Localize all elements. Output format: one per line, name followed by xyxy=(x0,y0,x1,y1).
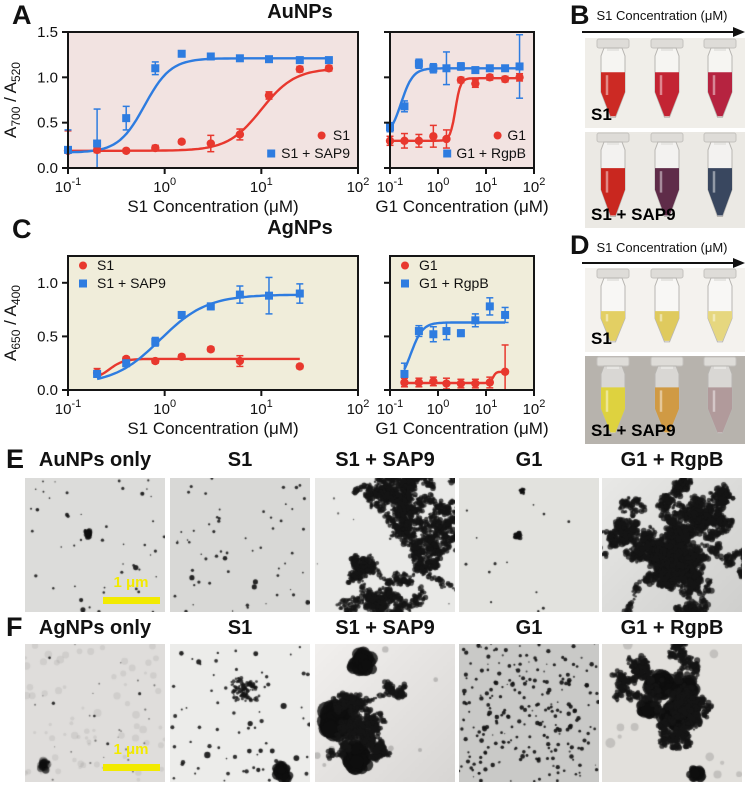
tem-image-agnps-g1 xyxy=(459,644,599,782)
panel-label-f: F xyxy=(6,612,23,642)
legend-label: S1 + SAP9 xyxy=(281,145,350,161)
chart-aunps-g1: 10-1 100 101 102 G1 Concentration (μM) G1 G1 +… xyxy=(368,18,573,223)
y-tick-label: 0.5 xyxy=(37,328,58,345)
x-tick-label: 100 xyxy=(427,398,450,418)
tem-label-e-g1: G1 xyxy=(515,449,543,471)
panel-label-b: B xyxy=(570,0,590,30)
tubes-d-s1-sap9 xyxy=(596,356,737,434)
y-tick-label: 0.0 xyxy=(37,382,58,399)
x-tick-label: 101 xyxy=(250,398,273,418)
tem-label-f-s1-sap9: S1 + SAP9 xyxy=(335,617,435,639)
tem-image-agnps-g1-rgpb xyxy=(602,644,742,782)
panel-label-c: C xyxy=(12,214,32,244)
scalebar-label-f: 1 μm xyxy=(113,741,149,758)
panel-label-e: E xyxy=(6,444,25,474)
panel-b-photo-s1: S1 xyxy=(585,38,745,128)
x-tick-label: 102 xyxy=(347,398,370,418)
chart-agnps-s1: 0.0 0.5 1.0 10-1 100 101 102 S1 Concentration (… xyxy=(0,240,380,445)
x-tick-label: 101 xyxy=(250,176,273,196)
panel-b-photo-s1-sap9: S1 + SAP9 xyxy=(585,132,745,228)
legend-label: G1 xyxy=(507,127,526,143)
x-tick-label: 101 xyxy=(475,176,498,196)
panel-label-d: D xyxy=(570,230,590,260)
tem-label-e-s1: S1 xyxy=(227,449,253,471)
tem-image-aunps-g1 xyxy=(459,478,599,612)
photo-label-s1: S1 xyxy=(591,329,612,348)
x-axis-label: S1 Concentration (μM) xyxy=(127,419,298,438)
tem-image-agnps-s1 xyxy=(170,644,310,782)
tem-label-aunps-only: AuNPs only xyxy=(38,449,152,471)
tem-image-aunps-s1-sap9 xyxy=(315,478,455,612)
legend-label: G1 + RgpB xyxy=(456,145,526,161)
x-axis-label: G1 Concentration (μM) xyxy=(375,419,548,438)
x-tick-label: 10-1 xyxy=(55,176,81,196)
tem-label-e-g1-rgpb: G1 + RgpB xyxy=(620,449,724,471)
y-tick-label: 1.5 xyxy=(37,24,58,41)
legend-label: G1 xyxy=(419,257,438,273)
tem-image-agnps-s1-sap9 xyxy=(315,644,455,782)
tem-label-f-g1-rgpb: G1 + RgpB xyxy=(620,617,724,639)
chart-aunps-s1: 0.0 0.5 1.0 1.5 10-1 100 101 102 S1 Concentratio… xyxy=(0,18,380,223)
y-axis-label: A650 / A400 xyxy=(1,285,23,361)
tem-image-agnps-only xyxy=(25,644,165,782)
chart-svg-agnps-s1: 0.0 0.5 1.0 10-1 100 101 102 S1 Concentration (… xyxy=(1,255,370,438)
legend-label: S1 xyxy=(333,127,350,143)
tubes-d-s1 xyxy=(596,268,737,343)
chart-svg-aunps-s1: 0.0 0.5 1.0 1.5 10-1 100 101 102 S1 Concentratio… xyxy=(1,24,370,216)
panel-d-photo-s1: S1 xyxy=(585,268,745,352)
tem-label-agnps-only: AgNPs only xyxy=(38,617,152,639)
tem-image-aunps-g1-rgpb xyxy=(602,478,742,612)
legend-label: G1 + RgpB xyxy=(419,275,489,291)
x-tick-label: 10-1 xyxy=(55,398,81,418)
tem-image-aunps-s1 xyxy=(170,478,310,612)
panel-label-a: A xyxy=(12,0,32,30)
tubes-b-s1 xyxy=(596,38,737,118)
legend-label: S1 + SAP9 xyxy=(97,275,166,291)
photo-label-s1: S1 xyxy=(591,105,612,124)
photo-label-s1-sap9: S1 + SAP9 xyxy=(591,205,676,224)
x-tick-label: 102 xyxy=(523,176,546,196)
x-tick-label: 100 xyxy=(427,176,450,196)
tem-label-e-s1-sap9: S1 + SAP9 xyxy=(335,449,435,471)
legend-label: S1 xyxy=(97,257,114,273)
panel-b-arrow-title: S1 Concentration (μM) xyxy=(596,8,728,23)
panel-d-concentration-arrow-icon xyxy=(582,258,745,268)
chart-title-aunps: AuNPs xyxy=(267,1,333,23)
y-axis-label: A700 / A520 xyxy=(1,62,23,138)
x-tick-label: 100 xyxy=(153,398,176,418)
y-tick-label: 1.0 xyxy=(37,275,58,292)
y-tick-label: 0.0 xyxy=(37,160,58,177)
tem-label-f-g1: G1 xyxy=(515,617,543,639)
chart-title-agnps: AgNPs xyxy=(267,217,333,239)
x-tick-label: 101 xyxy=(475,398,498,418)
scalebar-e xyxy=(103,597,160,604)
x-tick-label: 102 xyxy=(347,176,370,196)
x-axis-label: S1 Concentration (μM) xyxy=(127,197,298,216)
tubes-b-s1-sap9 xyxy=(596,132,737,217)
panel-d-arrow-title: S1 Concentration (μM) xyxy=(596,240,728,255)
x-tick-label: 10-1 xyxy=(377,398,403,418)
x-axis-label: G1 Concentration (μM) xyxy=(375,197,548,216)
panel-b-concentration-arrow-icon xyxy=(582,27,745,37)
panel-d-photo-s1-sap9: S1 + SAP9 xyxy=(585,356,745,444)
x-tick-label: 10-1 xyxy=(377,176,403,196)
y-tick-label: 0.5 xyxy=(37,115,58,132)
tem-image-aunps-only xyxy=(25,478,165,612)
x-tick-label: 102 xyxy=(523,398,546,418)
scalebar-label-e: 1 μm xyxy=(113,574,149,591)
scalebar-f xyxy=(103,764,160,771)
x-tick-label: 100 xyxy=(153,176,176,196)
photo-label-s1-sap9: S1 + SAP9 xyxy=(591,421,676,440)
tem-label-f-s1: S1 xyxy=(227,617,253,639)
chart-agnps-g1: 10-1 100 101 102 G1 Concentration (μM) G1 G1 +… xyxy=(368,240,573,445)
y-tick-label: 1.0 xyxy=(37,69,58,86)
